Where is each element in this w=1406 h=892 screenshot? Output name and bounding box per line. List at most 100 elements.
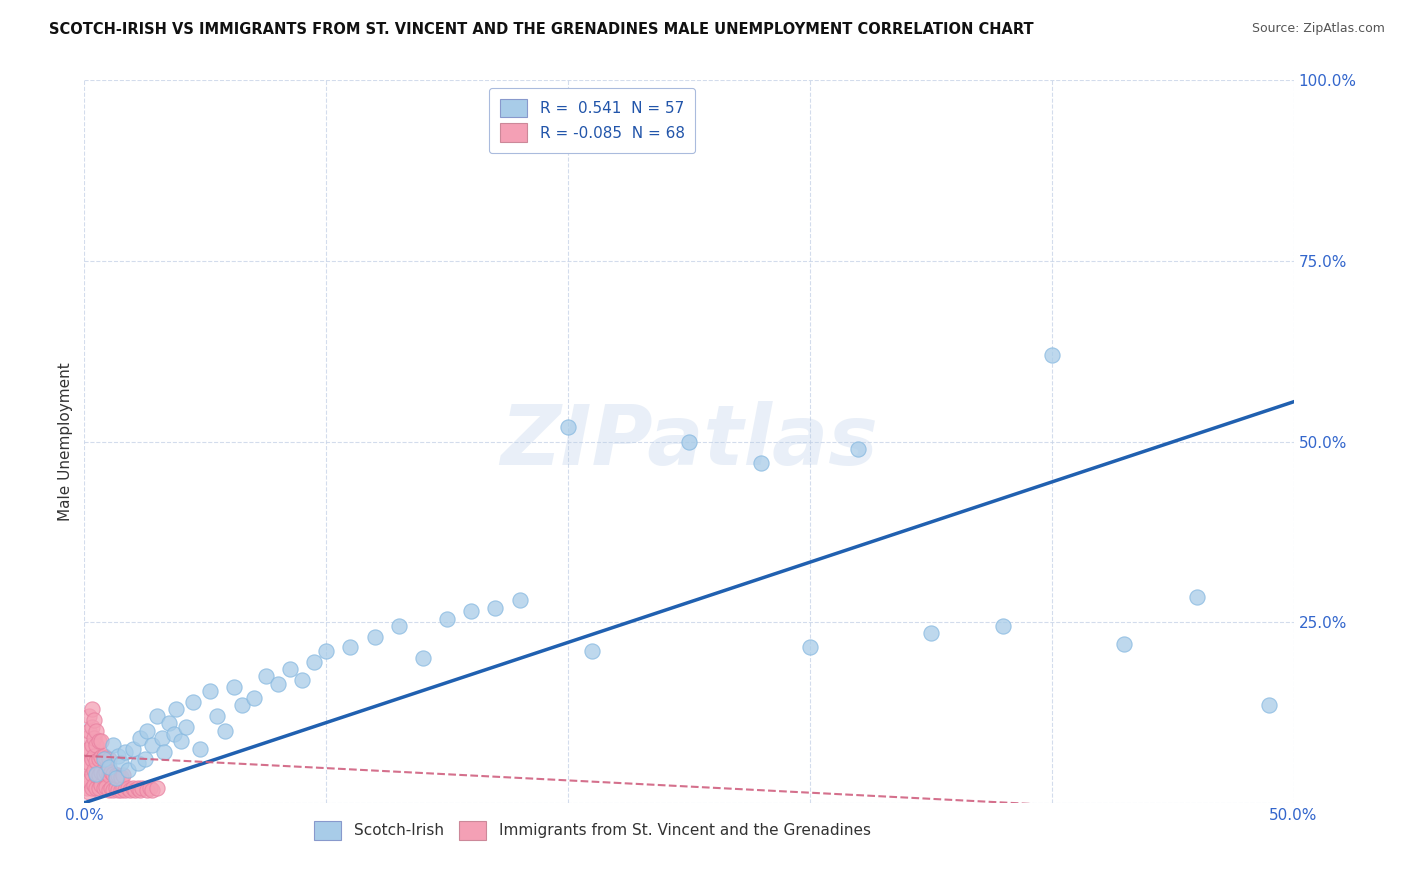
- Point: [87, 768, 110, 782]
- Point: [224, 680, 246, 694]
- Point: [291, 673, 314, 687]
- Point: [254, 669, 277, 683]
- Point: [799, 640, 821, 655]
- Point: [87, 781, 110, 796]
- Point: [141, 738, 163, 752]
- Point: [1185, 590, 1208, 604]
- Point: [678, 434, 700, 449]
- Point: [94, 765, 117, 780]
- Point: [121, 781, 143, 796]
- Point: [83, 778, 105, 792]
- Point: [110, 756, 132, 770]
- Point: [120, 782, 142, 797]
- Point: [77, 756, 100, 770]
- Point: [90, 778, 112, 792]
- Point: [77, 785, 100, 799]
- Point: [104, 771, 127, 785]
- Point: [170, 734, 193, 748]
- Point: [920, 626, 942, 640]
- Point: [134, 752, 156, 766]
- Text: Source: ZipAtlas.com: Source: ZipAtlas.com: [1251, 22, 1385, 36]
- Point: [83, 731, 105, 745]
- Point: [557, 420, 579, 434]
- Point: [110, 770, 132, 784]
- Point: [80, 702, 103, 716]
- Point: [76, 731, 98, 745]
- Point: [174, 720, 197, 734]
- Point: [107, 782, 129, 797]
- Point: [97, 752, 120, 766]
- Point: [77, 709, 100, 723]
- Point: [1258, 698, 1281, 713]
- Point: [150, 731, 173, 745]
- Point: [104, 768, 127, 782]
- Point: [93, 781, 115, 796]
- Point: [93, 752, 115, 766]
- Point: [131, 781, 153, 796]
- Point: [136, 723, 159, 738]
- Point: [165, 702, 187, 716]
- Point: [1040, 348, 1063, 362]
- Point: [141, 782, 163, 797]
- Point: [129, 731, 152, 745]
- Point: [581, 644, 603, 658]
- Point: [86, 768, 108, 782]
- Point: [80, 767, 103, 781]
- Point: [207, 709, 229, 723]
- Point: [90, 750, 112, 764]
- Point: [90, 734, 112, 748]
- Point: [86, 754, 108, 768]
- Point: [76, 745, 98, 759]
- Point: [103, 738, 125, 752]
- Point: [97, 782, 120, 797]
- Point: [112, 768, 135, 782]
- Y-axis label: Male Unemployment: Male Unemployment: [58, 362, 73, 521]
- Point: [97, 760, 120, 774]
- Point: [198, 683, 221, 698]
- Point: [100, 765, 122, 780]
- Point: [100, 781, 122, 796]
- Point: [315, 644, 337, 658]
- Point: [107, 748, 129, 763]
- Point: [80, 720, 103, 734]
- Point: [153, 745, 176, 759]
- Point: [77, 723, 100, 738]
- Point: [76, 781, 98, 796]
- Point: [86, 781, 108, 796]
- Point: [242, 691, 264, 706]
- Point: [388, 619, 411, 633]
- Point: [231, 698, 253, 713]
- Point: [112, 781, 135, 796]
- Point: [86, 723, 108, 738]
- Point: [214, 723, 236, 738]
- Point: [83, 748, 105, 763]
- Point: [436, 611, 458, 625]
- Point: [146, 709, 169, 723]
- Point: [114, 745, 136, 759]
- Point: [190, 741, 212, 756]
- Point: [110, 782, 132, 797]
- Point: [127, 781, 149, 796]
- Point: [76, 771, 98, 785]
- Point: [363, 630, 385, 644]
- Point: [77, 741, 100, 756]
- Point: [484, 600, 506, 615]
- Point: [87, 752, 110, 766]
- Point: [121, 741, 143, 756]
- Legend: Scotch-Irish, Immigrants from St. Vincent and the Grenadines: Scotch-Irish, Immigrants from St. Vincen…: [308, 815, 877, 846]
- Text: SCOTCH-IRISH VS IMMIGRANTS FROM ST. VINCENT AND THE GRENADINES MALE UNEMPLOYMENT: SCOTCH-IRISH VS IMMIGRANTS FROM ST. VINC…: [49, 22, 1033, 37]
- Point: [163, 727, 186, 741]
- Point: [80, 781, 103, 796]
- Point: [181, 695, 204, 709]
- Text: ZIPatlas: ZIPatlas: [501, 401, 877, 482]
- Point: [94, 751, 117, 765]
- Point: [138, 781, 160, 796]
- Point: [86, 767, 108, 781]
- Point: [124, 782, 146, 797]
- Point: [83, 713, 105, 727]
- Point: [339, 640, 361, 655]
- Point: [80, 738, 103, 752]
- Point: [114, 782, 136, 797]
- Point: [146, 781, 169, 796]
- Point: [278, 662, 301, 676]
